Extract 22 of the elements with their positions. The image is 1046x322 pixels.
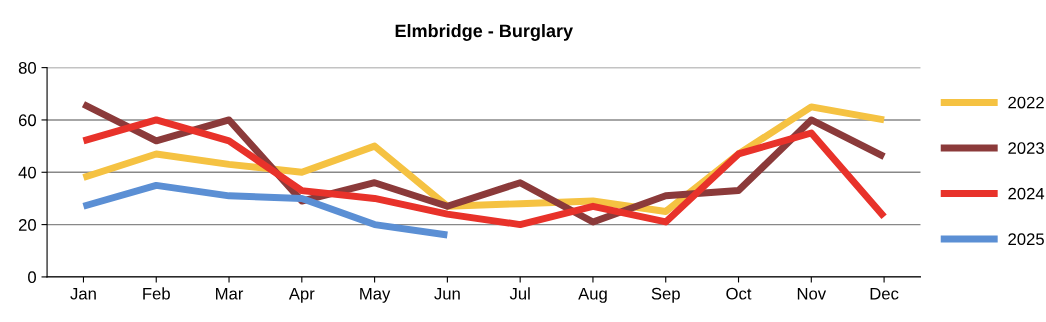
legend-label: 2023 <box>1008 142 1044 154</box>
legend-label: 2022 <box>1008 96 1044 109</box>
y-tick-label: 40 <box>18 166 36 179</box>
x-tick-label: Apr <box>288 287 315 303</box>
chart-title: Elmbridge - Burglary <box>395 23 573 41</box>
y-tick-label: 80 <box>18 62 36 74</box>
x-tick-label: Aug <box>578 287 607 303</box>
y-tick-label: 60 <box>18 114 36 127</box>
legend-label: 2024 <box>1008 187 1045 200</box>
x-tick-label: May <box>360 287 391 303</box>
x-tick-label: Jun <box>434 287 460 300</box>
x-tick-label: Feb <box>143 287 170 300</box>
x-tick-label: Sep <box>651 287 680 303</box>
x-tick-label: Jan <box>70 287 96 300</box>
x-tick-label: Mar <box>216 287 244 300</box>
y-tick-label: 20 <box>18 219 36 231</box>
y-tick-label: 0 <box>28 271 36 284</box>
x-tick-label: Nov <box>797 287 827 300</box>
legend-label: 2025 <box>1008 233 1044 246</box>
x-tick-label: Jul <box>509 287 530 300</box>
x-tick-label: Oct <box>726 287 752 300</box>
x-tick-label: Dec <box>870 287 899 300</box>
